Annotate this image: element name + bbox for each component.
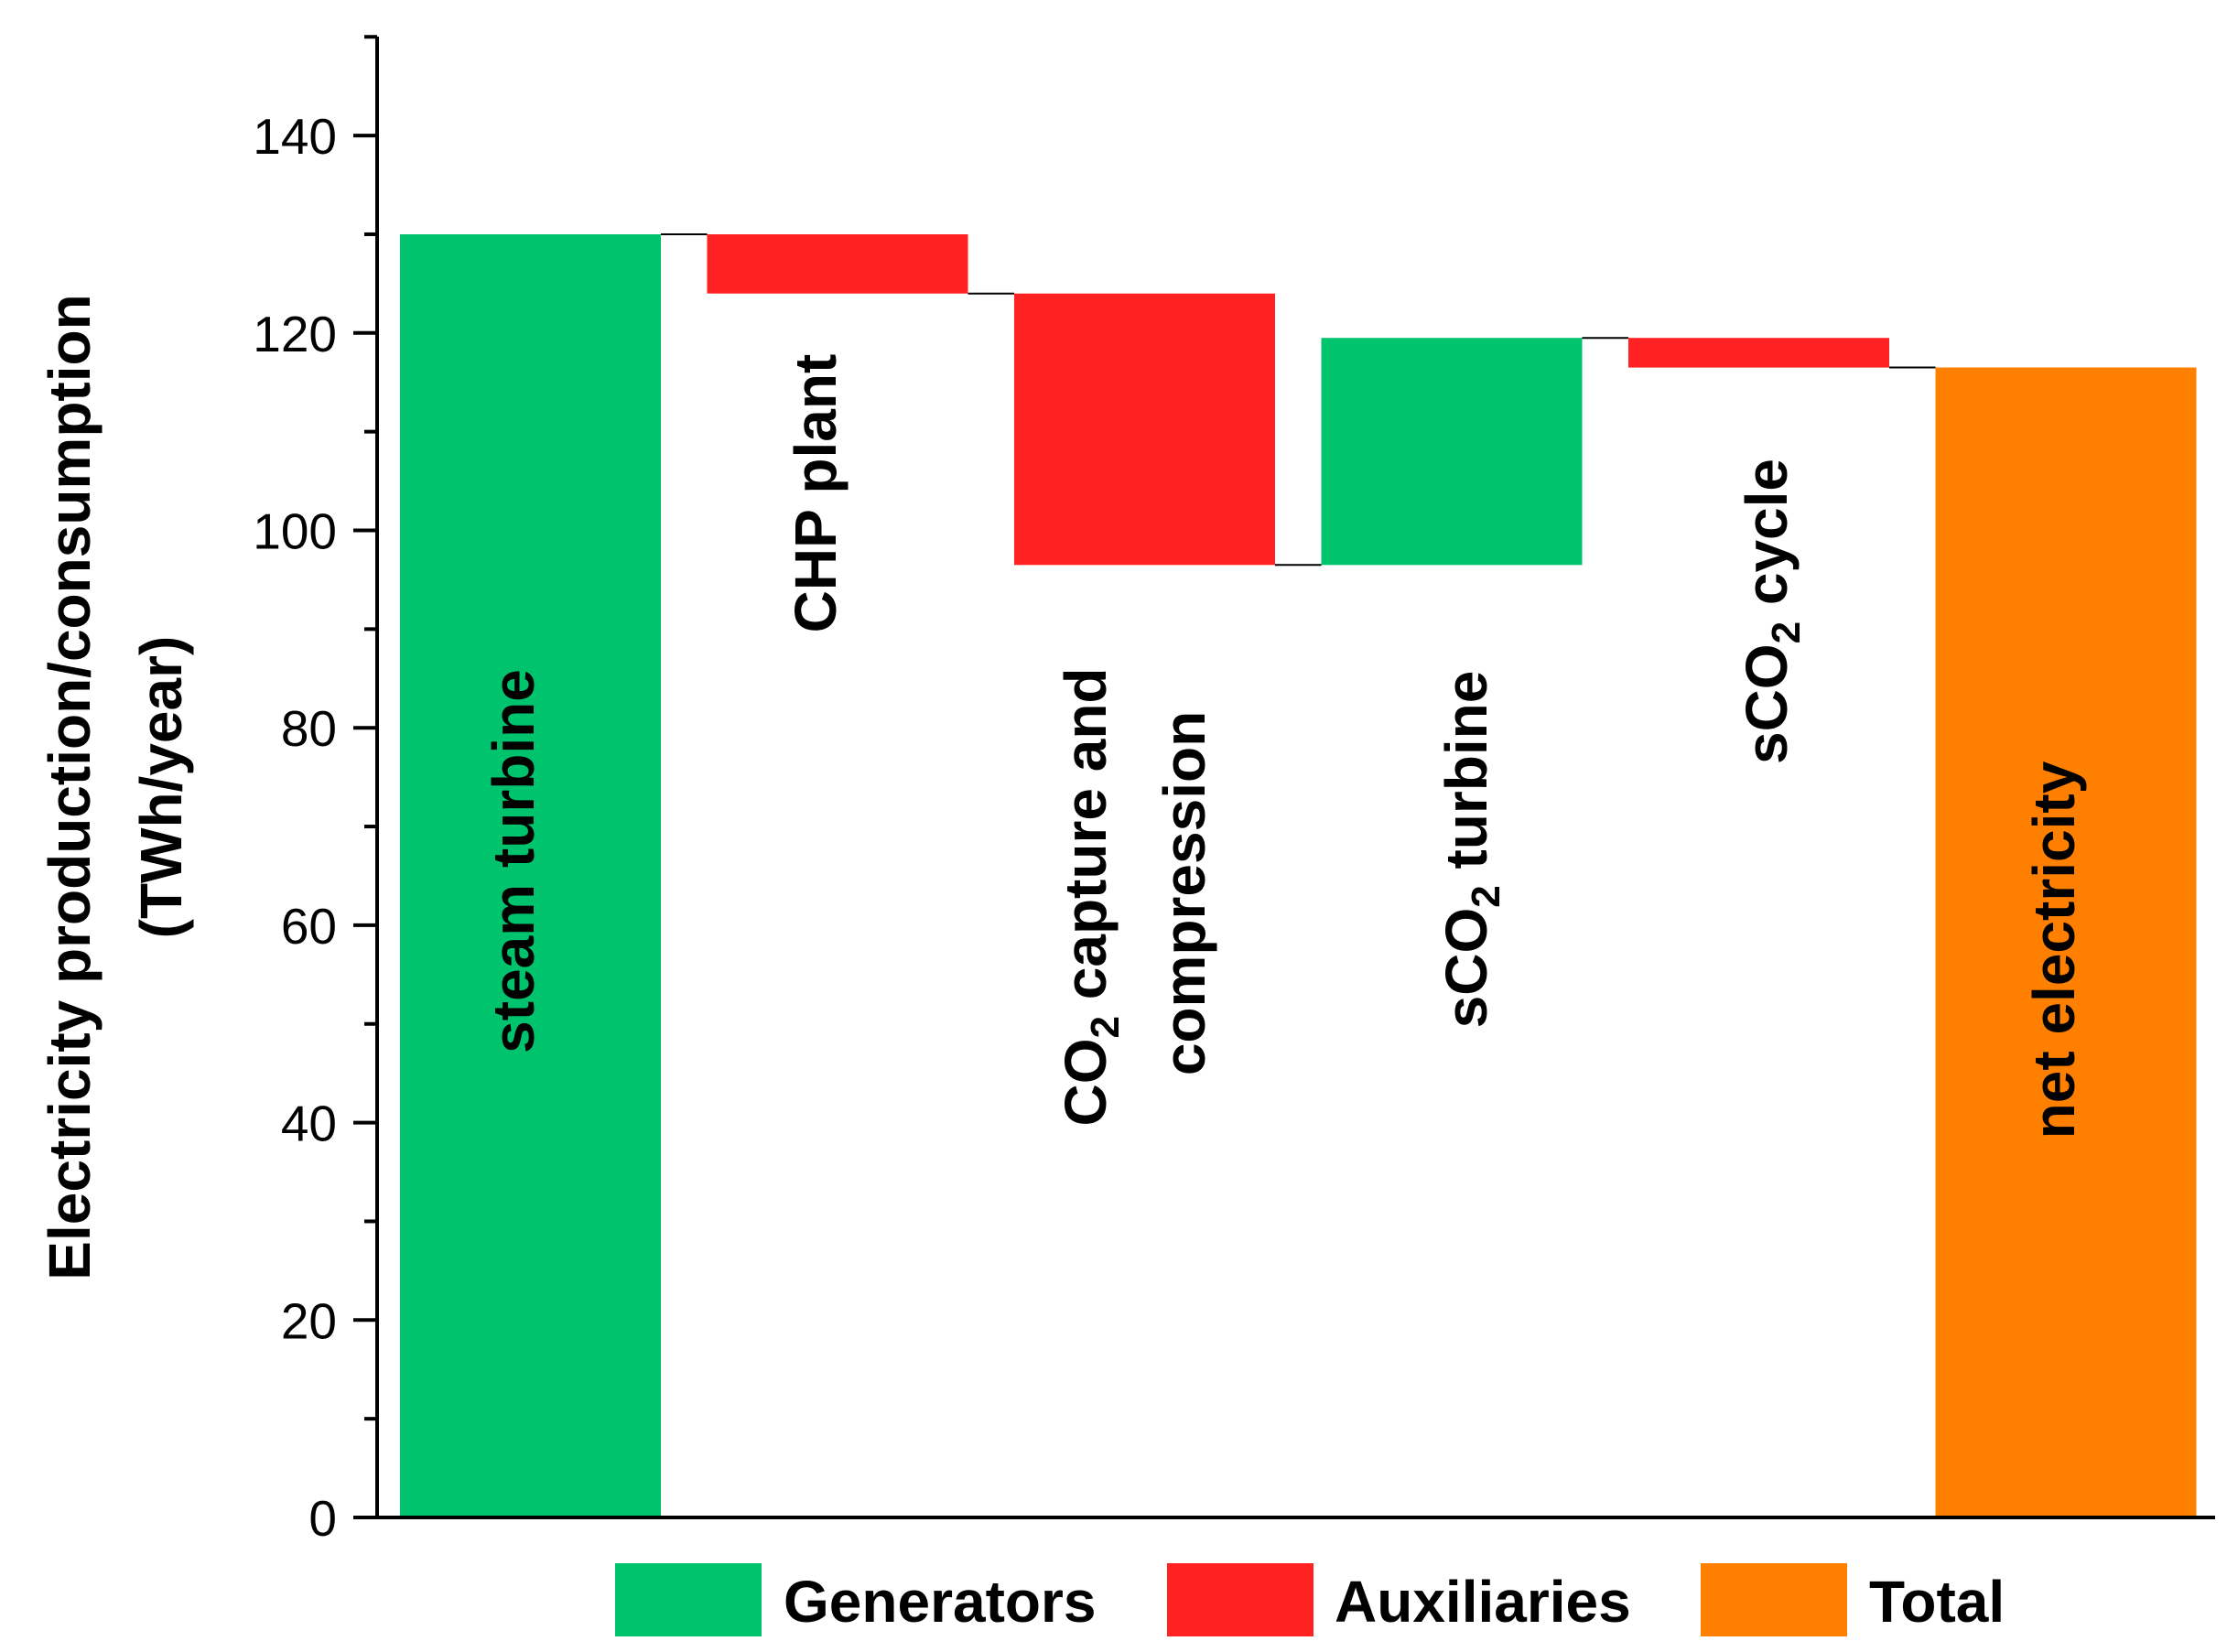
bar-co2-capture-and-compression <box>1014 293 1275 566</box>
bar-label-sco2-cycle: sCO2 cycle <box>1734 459 1809 764</box>
y-tick-label: 20 <box>281 1292 337 1349</box>
legend: Generators Auxiliaries Total <box>615 1563 2005 1636</box>
bar-chp-plant <box>707 234 968 294</box>
legend-label-generators: Generators <box>784 1569 1096 1635</box>
bar-label-chp-plant: CHP plant <box>783 354 849 633</box>
subscript-2: 2 <box>1464 885 1508 907</box>
y-tick-label: 100 <box>253 503 337 560</box>
bar-net-electricity <box>1935 367 2197 1517</box>
connectors-layer <box>661 233 1936 567</box>
legend-swatch-auxiliaries <box>1167 1563 1313 1636</box>
bar-sco2-turbine <box>1321 338 1583 566</box>
y-axis-title-line2: (TWh/year) <box>128 636 194 939</box>
y-tick-label: 40 <box>281 1096 337 1152</box>
legend-swatch-total <box>1701 1563 1847 1636</box>
bar-label-co2-capture-line1: CO2 capture and <box>1053 667 1128 1126</box>
bars-layer <box>400 234 2197 1517</box>
subscript-2: 2 <box>1764 621 1809 643</box>
y-tick-label: 0 <box>308 1490 337 1547</box>
y-tick-label: 80 <box>281 700 337 757</box>
bar-label-sco2-turbine: sCO2 turbine <box>1433 671 1508 1029</box>
bar-sco2-cycle <box>1628 338 1889 368</box>
y-axis-title-line1: Electricity production/consumption <box>37 294 103 1279</box>
bar-label-net-electricity: net electricity <box>2021 761 2087 1139</box>
y-tick-label: 120 <box>253 306 337 362</box>
legend-label-auxiliaries: Auxiliaries <box>1335 1569 1631 1635</box>
subscript-2: 2 <box>1083 1016 1128 1038</box>
bar-label-co2-capture-line2: compression <box>1151 711 1217 1075</box>
bar-steam-turbine <box>400 234 661 1517</box>
legend-swatch-generators <box>615 1563 762 1636</box>
legend-label-total: Total <box>1869 1569 2005 1635</box>
y-axis: 0 20 40 60 80 100 120 140 <box>253 35 2215 1547</box>
bar-label-steam-turbine: steam turbine <box>481 669 546 1053</box>
y-tick-label: 60 <box>281 898 337 955</box>
y-tick-label: 140 <box>253 108 337 165</box>
